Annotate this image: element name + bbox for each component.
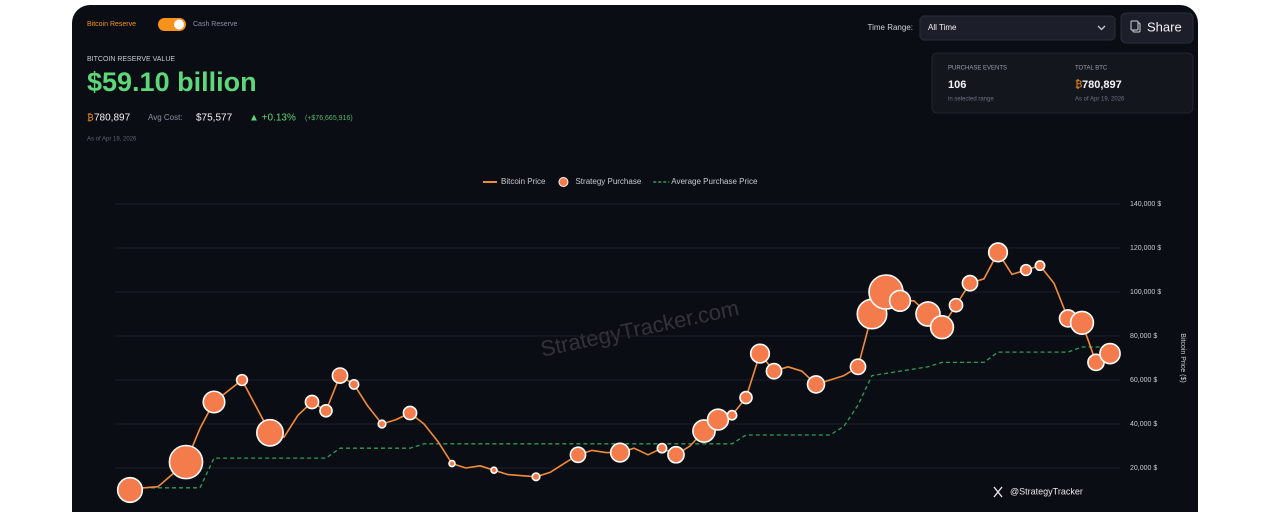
share-label[interactable]: Share xyxy=(1147,19,1182,34)
legend-label: Average Purchase Price xyxy=(671,177,758,186)
summary-title: BITCOIN RESERVE VALUE xyxy=(87,56,175,63)
y-tick-label: 40,000 $ xyxy=(1130,421,1157,428)
y-tick-label: 100,000 $ xyxy=(1130,289,1161,296)
y-tick-label: 80,000 $ xyxy=(1130,333,1157,340)
y-axis-label: Bitcoin Price ($) xyxy=(1179,333,1186,382)
legend-label: Strategy Purchase xyxy=(575,177,641,186)
purchase-bubble xyxy=(609,442,631,463)
purchase-bubble xyxy=(1019,263,1033,277)
purchase-bubble xyxy=(656,442,668,454)
purchase-bubble xyxy=(706,408,730,431)
toggle[interactable] xyxy=(158,18,186,31)
change: ▲ +0.13% xyxy=(249,113,296,124)
purchase-bubble xyxy=(168,444,204,480)
toggle-right[interactable]: Cash Reserve xyxy=(193,21,237,28)
purchase-bubble xyxy=(319,403,333,418)
legend: Bitcoin Price Strategy Purchase Average Pu… xyxy=(483,177,758,187)
change-amount: (+$76,665,916) xyxy=(305,115,353,122)
purchase-bubble xyxy=(849,358,867,376)
select-box[interactable] xyxy=(919,15,1116,41)
stat-value: 780,897 xyxy=(1082,79,1122,91)
purchase-bubble xyxy=(448,459,456,468)
purchase-bubble xyxy=(765,362,783,380)
purchase-bubble xyxy=(806,375,826,394)
purchase-bubble xyxy=(531,472,541,482)
purchase-bubble xyxy=(348,378,360,390)
purchase-bubble xyxy=(202,390,226,414)
purchase-bubble xyxy=(377,419,387,429)
as-of: As of Apr 19, 2026 xyxy=(87,137,137,143)
purchase-bubble xyxy=(929,314,955,340)
reserve-value: $59.10 billion xyxy=(87,67,257,97)
stats-card xyxy=(931,52,1194,114)
time-range-label: Time Range: xyxy=(868,23,914,32)
purchase-bubble xyxy=(987,242,1009,263)
select-value[interactable]: All Time xyxy=(928,23,957,32)
btc-amount: 780,897 xyxy=(94,113,131,124)
purchase-bubble xyxy=(116,476,144,504)
purchase-bubble xyxy=(961,274,979,292)
share-icon[interactable] xyxy=(1130,20,1139,31)
btc-symbol: ₿ xyxy=(87,112,94,122)
toggle-left[interactable]: Bitcoin Reserve xyxy=(87,21,136,28)
stat-label: TOTAL BTC xyxy=(1075,66,1108,72)
purchase-bubble xyxy=(304,394,320,410)
purchase-bubble xyxy=(948,297,964,313)
stat-value: 106 xyxy=(948,79,966,91)
avg-cost: $75,577 xyxy=(196,113,233,124)
share-button[interactable]: Share xyxy=(1120,12,1194,44)
y-tick-label: 140,000 $ xyxy=(1130,201,1161,208)
purchase-bubble xyxy=(739,390,753,405)
y-tick-label: 20,000 $ xyxy=(1130,465,1157,472)
y-tick-label: 60,000 $ xyxy=(1130,377,1157,384)
legend-label: Bitcoin Price xyxy=(501,177,546,186)
purchase-bubble xyxy=(235,373,249,387)
purchase-bubble xyxy=(888,289,912,313)
toggle-knob[interactable] xyxy=(174,19,184,30)
purchase-bubble xyxy=(667,445,685,464)
stat-note: As of Apr 19, 2026 xyxy=(1075,97,1125,103)
purchase-bubble xyxy=(402,405,418,421)
purchase-bubble xyxy=(490,466,498,475)
share-box[interactable] xyxy=(1120,12,1194,44)
x-logo[interactable] xyxy=(993,486,1003,498)
purchase-bubble xyxy=(1099,342,1121,365)
avg-cost-label: Avg Cost: xyxy=(148,113,183,122)
chevron[interactable] xyxy=(1097,25,1106,31)
purchase-bubble xyxy=(726,409,738,421)
stat-label: PURCHASE EVENTS xyxy=(948,66,1007,72)
btc-symbol: ₿ xyxy=(1075,79,1082,91)
plot xyxy=(116,242,1121,504)
purchase-bubble xyxy=(1034,260,1046,272)
grid: 20,000 $ 40,000 $ 60,000 $ 80,000 $ 100,000 … xyxy=(115,201,1161,472)
purchase-bubble xyxy=(331,367,349,385)
purchase-bubble xyxy=(256,418,284,447)
purchase-bubble xyxy=(749,343,771,364)
purchase-bubble xyxy=(1069,310,1095,336)
legend-swatch xyxy=(558,177,569,187)
stat-note: in selected range xyxy=(948,97,994,103)
time-range-select[interactable]: All Time xyxy=(919,15,1116,41)
purchase-bubble xyxy=(569,446,587,464)
y-tick-label: 120,000 $ xyxy=(1130,245,1161,252)
credit[interactable]: @StrategyTracker xyxy=(1010,486,1083,496)
